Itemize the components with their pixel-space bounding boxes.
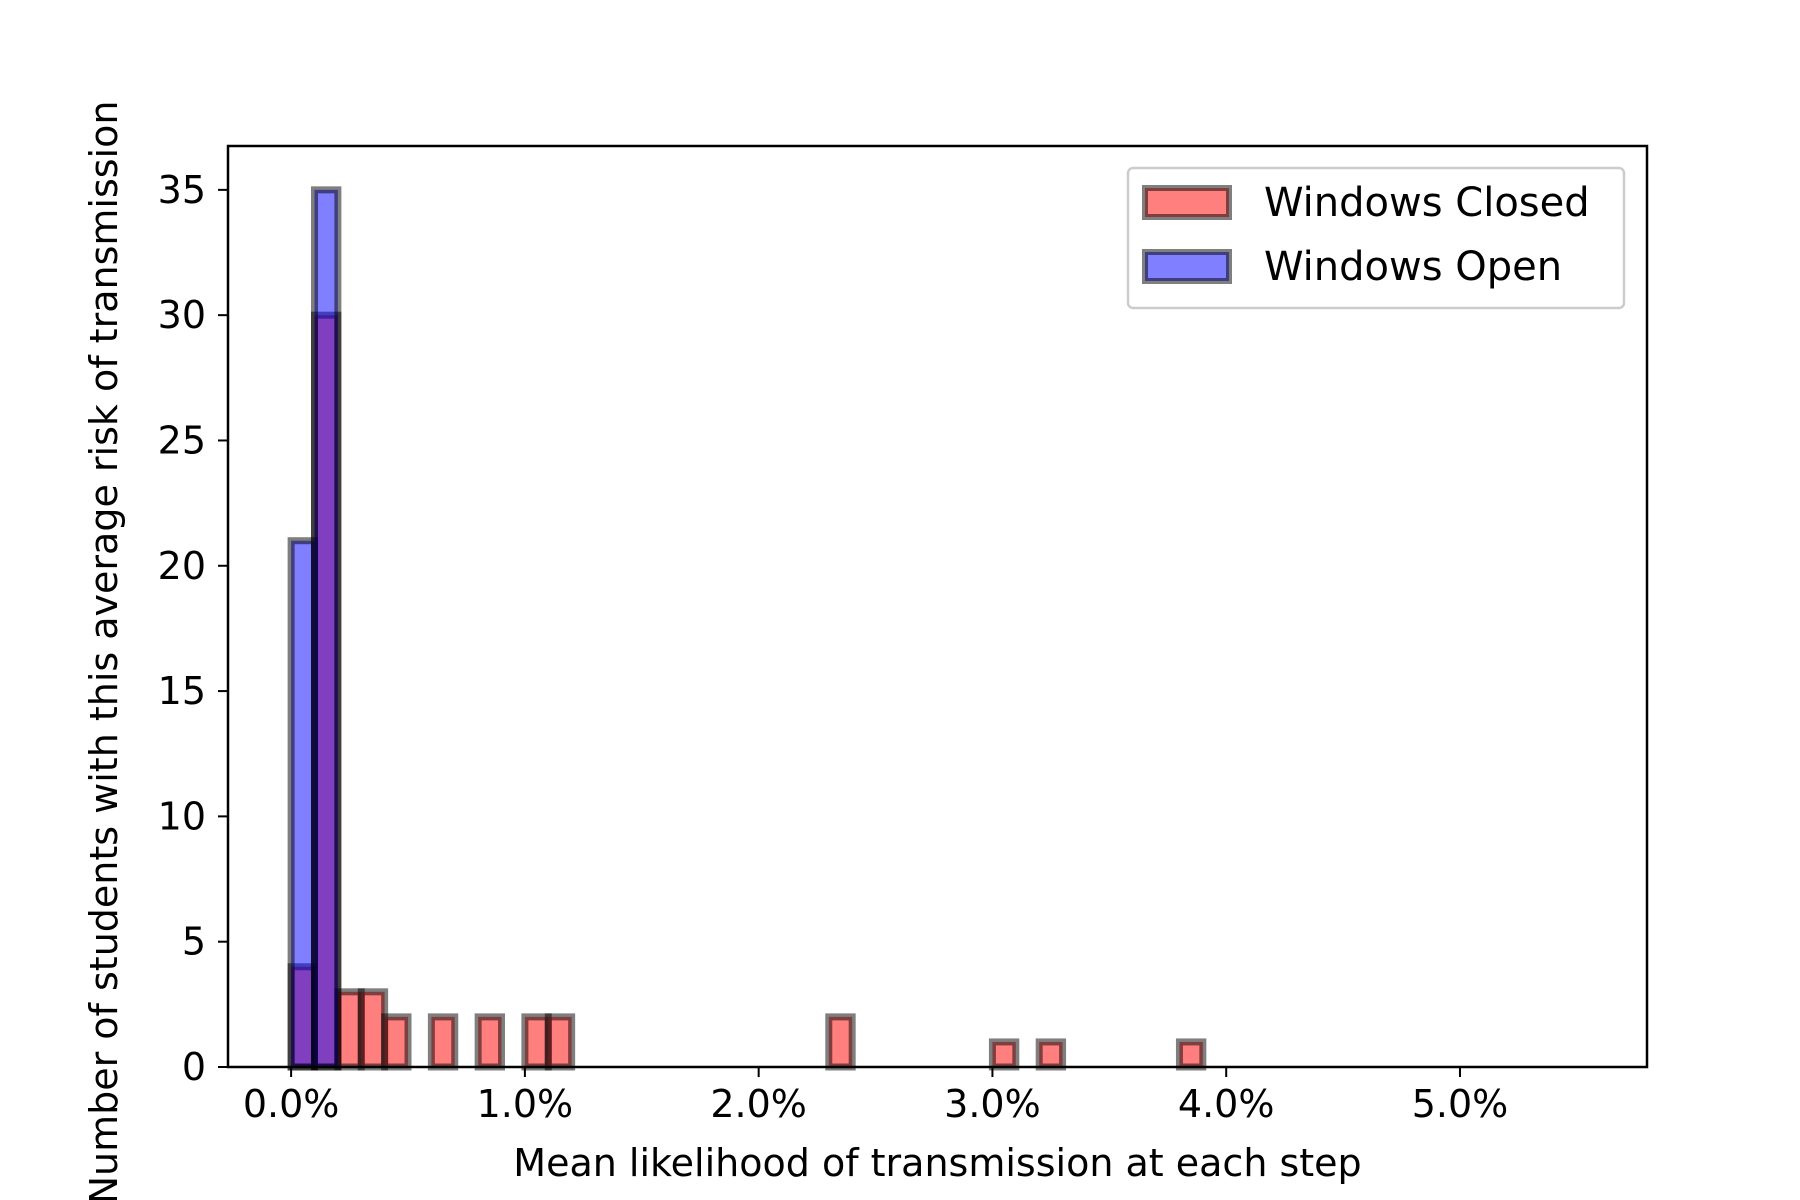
bar-windows-closed	[1175, 1038, 1207, 1071]
y-tick-label: 5	[182, 920, 206, 964]
y-tick-label: 15	[158, 669, 206, 713]
x-tick-label: 5.0%	[1412, 1082, 1509, 1126]
legend-box	[1126, 166, 1626, 310]
bar-windows-open	[310, 186, 342, 1071]
bar-windows-closed	[357, 988, 389, 1071]
bar-windows-closed	[381, 1013, 412, 1071]
y-tick-label: 0	[182, 1045, 206, 1089]
bar-windows-closed	[988, 1038, 1020, 1071]
bar-windows-closed	[334, 988, 365, 1071]
bar-windows-closed	[544, 1013, 576, 1071]
x-axis-ticks: 0.0% 1.0% 2.0% 3.0% 4.0% 5.0%	[243, 1067, 1508, 1126]
legend-swatch-windows-closed	[1142, 185, 1232, 220]
y-tick-label: 10	[158, 794, 206, 838]
x-tick-label: 4.0%	[1178, 1082, 1275, 1126]
bar-windows-closed	[474, 1013, 506, 1071]
y-axis-title: Number of students with this average ris…	[82, 101, 126, 1200]
x-tick-label: 2.0%	[710, 1082, 807, 1126]
y-axis-ticks: 0 5 10 15 20 25 30 35	[158, 168, 228, 1089]
x-tick-label: 0.0%	[243, 1082, 340, 1126]
bar-windows-closed	[825, 1013, 856, 1071]
bar-windows-open	[287, 537, 318, 1071]
bar-windows-closed	[427, 1013, 459, 1071]
legend-label-windows-open: Windows Open	[1264, 244, 1562, 290]
y-tick-label: 20	[158, 544, 206, 588]
y-tick-label: 30	[158, 293, 206, 337]
legend-swatch-windows-open	[1142, 249, 1232, 284]
y-tick-label: 35	[158, 168, 206, 212]
plot-frame	[226, 144, 1649, 1069]
x-tick-label: 3.0%	[944, 1082, 1041, 1126]
y-tick-label: 25	[158, 418, 206, 462]
x-axis-title: Mean likelihood of transmission at each …	[513, 1141, 1361, 1185]
legend-label-windows-closed: Windows Closed	[1264, 180, 1590, 226]
legend: Windows Closed Windows Open	[1126, 166, 1626, 310]
x-tick-label: 1.0%	[477, 1082, 574, 1126]
bar-windows-closed	[521, 1013, 552, 1071]
bar-windows-closed	[1035, 1038, 1067, 1071]
